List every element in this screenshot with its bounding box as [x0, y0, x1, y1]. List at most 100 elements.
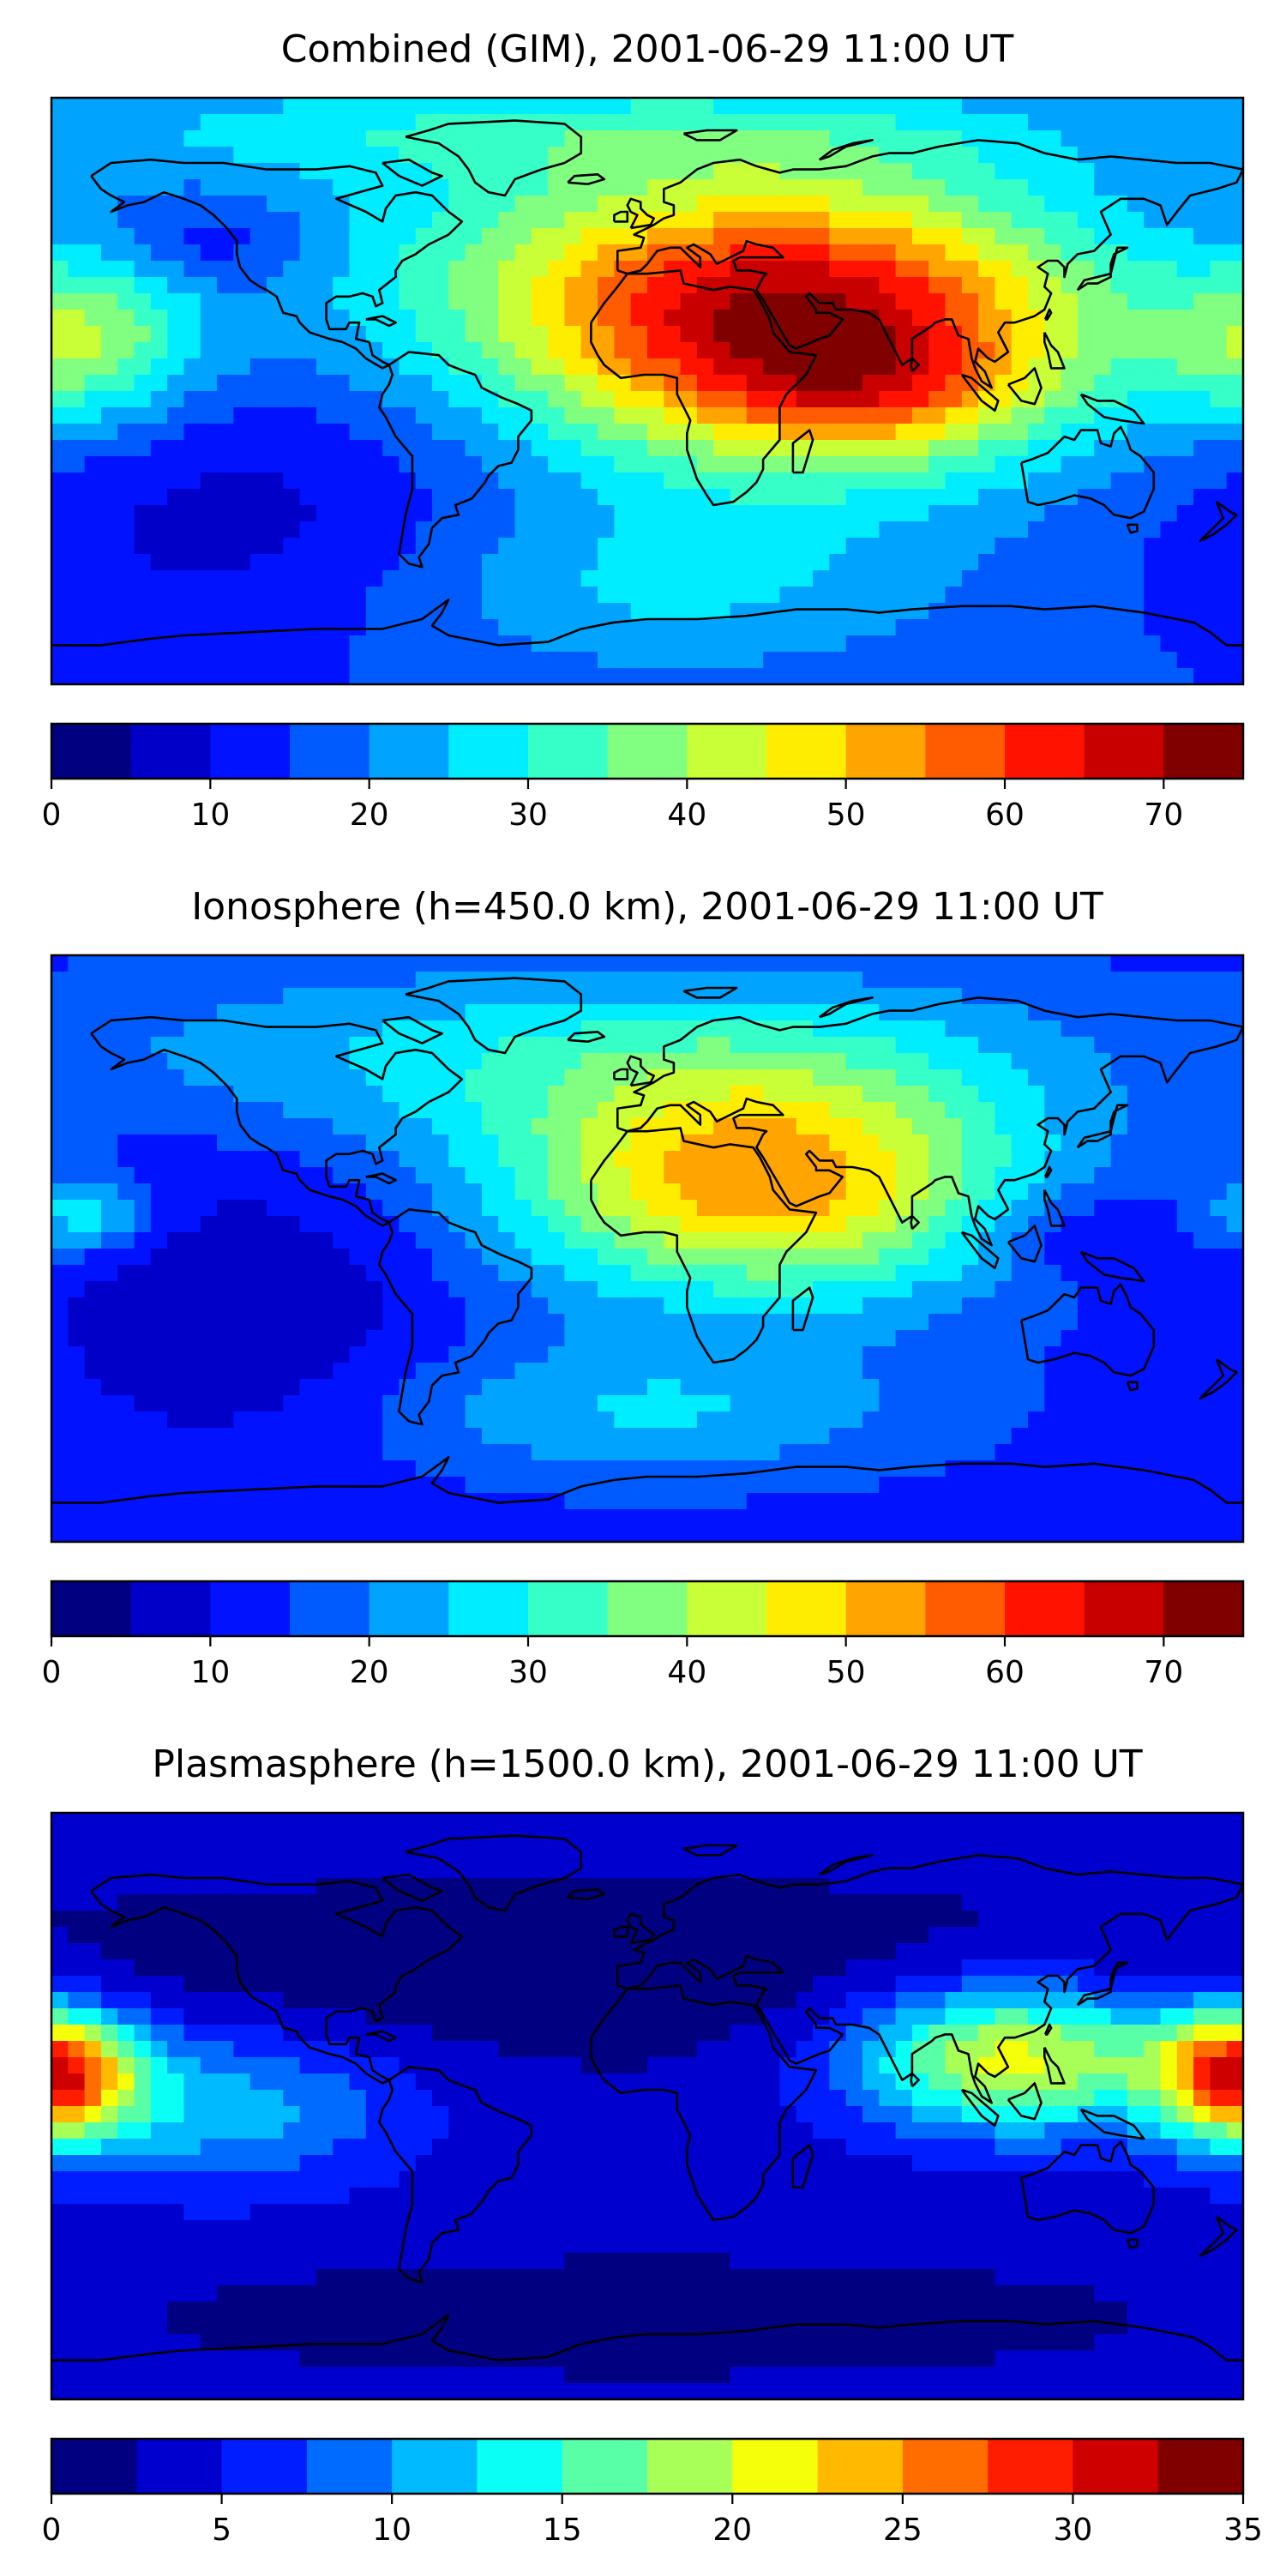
field-cell — [664, 277, 681, 294]
field-cell — [1177, 1314, 1194, 1331]
field-cell — [779, 212, 796, 229]
field-cell — [1061, 668, 1079, 685]
field-cell — [928, 358, 946, 376]
field-cell — [978, 1004, 995, 1021]
field-cell — [85, 1167, 102, 1184]
field-cell — [1094, 1395, 1111, 1412]
field-cell — [862, 407, 880, 424]
field-cell — [813, 98, 830, 115]
field-cell — [681, 1200, 698, 1217]
field-cell — [862, 342, 880, 359]
field-cell — [846, 1346, 863, 1363]
field-cell — [217, 244, 234, 262]
field-cell — [1078, 652, 1095, 669]
field-cell — [1111, 1330, 1128, 1347]
field-cell — [1028, 277, 1045, 294]
field-cell — [796, 1265, 814, 1282]
field-cell — [813, 554, 830, 571]
field-cell — [68, 1428, 85, 1445]
field-cell — [1177, 988, 1194, 1005]
field-cell — [416, 955, 433, 972]
field-cell — [912, 1265, 929, 1282]
field-cell — [962, 98, 979, 115]
field-cell — [681, 342, 698, 359]
field-cell — [250, 293, 267, 310]
field-cell — [466, 1020, 483, 1038]
field-cell — [813, 635, 830, 653]
field-cell — [515, 147, 532, 164]
field-cell — [1177, 293, 1194, 310]
field-cell — [316, 1363, 334, 1380]
field-cell — [1193, 1151, 1211, 1168]
field-cell — [1094, 293, 1111, 310]
field-cell — [68, 1053, 85, 1070]
field-cell — [350, 1232, 367, 1249]
field-cell — [68, 538, 85, 555]
field-cell — [598, 1249, 615, 1266]
field-cell — [647, 130, 664, 147]
field-cell — [564, 293, 581, 310]
field-cell — [183, 505, 201, 522]
field-cell — [1193, 1428, 1211, 1445]
field-cell — [101, 293, 118, 310]
field-cell — [350, 424, 367, 441]
field-cell — [862, 1200, 880, 1217]
field-cell — [316, 1004, 334, 1021]
field-cell — [713, 1444, 730, 1461]
field-cell — [1012, 505, 1029, 522]
field-cell — [598, 1460, 615, 1478]
field-cell — [614, 489, 631, 506]
field-cell — [300, 972, 317, 989]
field-cell — [233, 521, 250, 539]
field-cell — [946, 358, 963, 376]
field-cell — [978, 635, 995, 653]
field-cell — [763, 1216, 780, 1233]
field-cell — [813, 1020, 830, 1038]
field-cell — [631, 1037, 648, 1054]
field-cell — [51, 1216, 69, 1233]
field-cell — [564, 114, 581, 131]
field-cell — [233, 1135, 250, 1152]
field-cell — [564, 603, 581, 620]
field-cell — [68, 1086, 85, 1103]
field-cell — [283, 277, 300, 294]
field-cell — [416, 1265, 433, 1282]
field-cell — [233, 196, 250, 213]
field-cell — [1061, 1004, 1079, 1021]
field-cell — [135, 1411, 152, 1429]
field-cell — [267, 456, 284, 473]
field-cell — [68, 489, 85, 506]
field-cell — [217, 554, 234, 571]
colorbar-segment — [448, 724, 528, 779]
field-cell — [713, 1330, 730, 1347]
field-cell — [68, 955, 85, 972]
field-cell — [1078, 1020, 1095, 1038]
field-cell — [796, 1411, 814, 1429]
field-cell — [548, 179, 565, 196]
field-cell — [697, 1249, 714, 1266]
field-cell — [995, 1330, 1012, 1347]
field-cell — [664, 1330, 681, 1347]
field-cell — [482, 261, 499, 278]
field-cell — [1210, 277, 1227, 294]
panel-1-title: Combined (GIM), 2001-06-29 11:00 UT — [281, 27, 1014, 71]
field-cell — [697, 1232, 714, 1249]
field-cell — [697, 1069, 714, 1086]
field-cell — [730, 440, 748, 457]
field-cell — [448, 1135, 466, 1152]
field-cell — [101, 652, 118, 669]
field-cell — [1193, 244, 1211, 262]
field-cell — [117, 130, 135, 147]
field-cell — [598, 1086, 615, 1103]
field-cell — [747, 310, 764, 327]
field-cell — [316, 489, 334, 506]
field-cell — [879, 424, 896, 441]
field-cell — [1078, 1004, 1095, 1021]
field-cell — [1227, 635, 1244, 653]
field-cell — [1012, 244, 1029, 262]
field-cell — [416, 1086, 433, 1103]
field-cell — [416, 1232, 433, 1249]
field-cell — [730, 1379, 748, 1396]
field-cell — [51, 1200, 69, 1217]
field-cell — [912, 456, 929, 473]
